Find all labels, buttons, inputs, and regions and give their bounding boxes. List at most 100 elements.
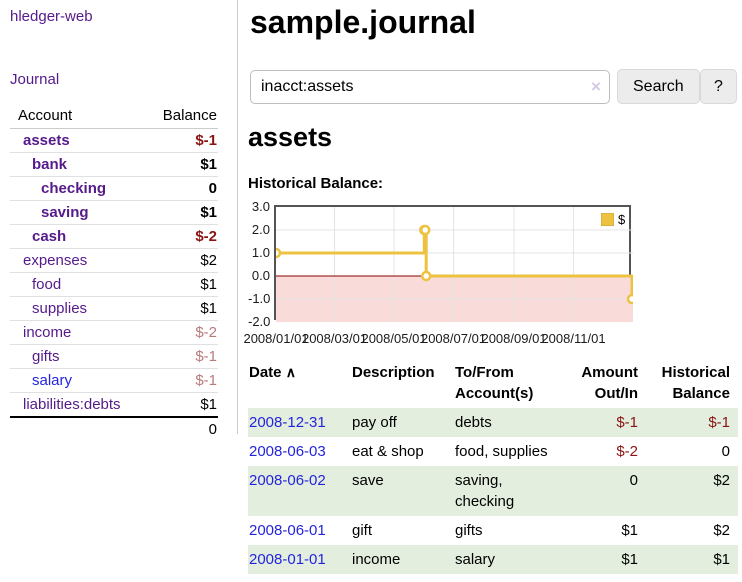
chart-title: Historical Balance: <box>248 175 384 192</box>
accounts-header-row: Account Balance <box>10 104 218 129</box>
register-description-cell: save <box>352 472 384 489</box>
register-date-cell: 2008-12-31 <box>248 408 344 437</box>
transaction-date-link[interactable]: 2008-06-01 <box>249 522 326 539</box>
register-balance-cell: $2 <box>713 472 730 489</box>
account-row: bank $1 <box>10 152 218 177</box>
account-row: liabilities:debts $1 <box>10 392 218 418</box>
accounts-total-spacer <box>10 416 143 441</box>
chart-plot-area[interactable] <box>270 205 638 322</box>
col-header-date[interactable]: Date ∧ <box>248 356 344 408</box>
account-link[interactable]: supplies <box>32 300 88 317</box>
account-name-cell: liabilities:debts <box>10 392 143 418</box>
account-balance: $-1 <box>142 128 218 153</box>
account-link[interactable]: food <box>32 276 62 293</box>
register-amount-cell: $1 <box>621 551 638 568</box>
account-link[interactable]: income <box>23 324 72 341</box>
sidebar-item-journal[interactable]: Journal <box>10 71 60 88</box>
register-description-cell: eat & shop <box>352 443 424 460</box>
register-accounts-cell: debts <box>455 414 492 431</box>
register-date-cell: 2008-06-02 <box>248 466 344 516</box>
register-accounts-cell: gifts <box>455 522 483 539</box>
account-balance: $-2 <box>142 224 218 249</box>
account-row: expenses $2 <box>10 248 218 273</box>
account-row: income $-2 <box>10 320 218 345</box>
sidebar: hledger-web Journal Account Balance asse… <box>0 0 237 582</box>
data-point-marker <box>420 270 432 282</box>
account-link[interactable]: expenses <box>23 252 88 269</box>
account-balance: $2 <box>142 248 218 273</box>
register-balance-cell: $2 <box>713 522 730 539</box>
x-axis-tick-label: 2008/03/01 <box>301 331 368 346</box>
register-date-cell: 2008-06-03 <box>248 437 344 466</box>
sidebar-divider <box>237 0 238 434</box>
legend-label: $ <box>618 212 626 227</box>
account-balance: $1 <box>142 200 218 225</box>
transaction-date-link[interactable]: 2008-12-31 <box>249 414 326 431</box>
register-amount-cell: $1 <box>621 522 638 539</box>
transaction-date-link[interactable]: 2008-06-03 <box>249 443 326 460</box>
accounts-header-account: Account <box>10 104 143 129</box>
account-row: saving $1 <box>10 200 218 225</box>
accounts-total-value: 0 <box>142 416 218 441</box>
main-content: sample.journal × Search ? assets Histori… <box>243 0 742 582</box>
accounts-table: Account Balance assets $-1 bank $1 checking 0… <box>10 104 218 441</box>
search-input[interactable] <box>250 70 610 104</box>
register-row: 2008-06-02 save saving, checking 0 $2 <box>248 466 738 516</box>
clear-search-icon[interactable]: × <box>591 77 601 96</box>
account-name-cell: cash <box>10 224 143 249</box>
col-header-balance: Historical Balance <box>661 364 730 402</box>
account-link[interactable]: assets <box>23 132 70 149</box>
account-balance: 0 <box>142 176 218 201</box>
transaction-date-link[interactable]: 2008-06-02 <box>249 472 326 489</box>
accounts-total-row: 0 <box>10 416 218 441</box>
account-link[interactable]: cash <box>32 228 67 245</box>
y-axis-tick-label: 2.0 <box>251 222 270 237</box>
x-axis-tick-label: 2008/05/01 <box>361 331 427 346</box>
register-amount-cell: 0 <box>629 472 638 489</box>
x-axis-tick-label: 2008/07/01 <box>420 331 487 346</box>
accounts-header-balance: Balance <box>142 104 218 129</box>
transaction-date-link[interactable]: 2008-01-01 <box>249 551 326 568</box>
register-balance-cell: $1 <box>713 551 730 568</box>
account-link[interactable]: gifts <box>32 348 60 365</box>
account-link[interactable]: bank <box>32 156 68 173</box>
sort-asc-icon: ∧ <box>285 364 296 380</box>
y-axis-tick-label: 1.0 <box>251 245 270 260</box>
account-name-cell: income <box>10 320 143 345</box>
account-link[interactable]: salary <box>32 372 73 389</box>
account-link[interactable]: liabilities:debts <box>23 396 121 413</box>
account-row: supplies $1 <box>10 296 218 321</box>
data-point-marker <box>626 293 638 305</box>
register-date-cell: 2008-06-01 <box>248 516 344 545</box>
account-row: cash $-2 <box>10 224 218 249</box>
register-balance-cell: 0 <box>721 443 730 460</box>
account-balance: $1 <box>142 296 218 321</box>
register-row: 2008-06-01 gift gifts $1 $2 <box>248 516 738 545</box>
register-accounts-cell: salary <box>455 551 496 568</box>
register-row: 2008-06-03 eat & shop food, supplies $-2 0 <box>248 437 738 466</box>
register-description-cell: income <box>352 551 401 568</box>
search-button[interactable]: Search <box>617 69 700 104</box>
account-link[interactable]: saving <box>41 204 89 221</box>
account-balance: $1 <box>142 392 218 418</box>
x-axis-tick-label: 2008/11/01 <box>541 331 606 346</box>
account-balance: $-1 <box>142 344 218 369</box>
account-title: assets <box>248 122 333 152</box>
account-name-cell: gifts <box>10 344 143 369</box>
account-row: gifts $-1 <box>10 344 218 369</box>
account-name-cell: food <box>10 272 143 297</box>
register-description-cell: pay off <box>352 414 397 431</box>
account-name-cell: expenses <box>10 248 143 273</box>
account-link[interactable]: checking <box>41 180 107 197</box>
help-button[interactable]: ? <box>700 69 737 104</box>
x-axis-tick-label: 2008/09/01 <box>481 331 547 346</box>
account-name-cell: checking <box>10 176 143 201</box>
account-balance: $-2 <box>142 320 218 345</box>
register-amount-cell: $-1 <box>616 414 638 431</box>
register-date-cell: 2008-01-01 <box>248 545 344 574</box>
register-amount-cell: $-2 <box>616 443 638 460</box>
accounts-body: assets $-1 bank $1 checking 0 saving $1 cash $-2 e… <box>10 128 218 418</box>
account-balance: $-1 <box>142 368 218 393</box>
col-header-date-label: Date <box>249 364 282 381</box>
app-title-link[interactable]: hledger-web <box>10 8 93 25</box>
